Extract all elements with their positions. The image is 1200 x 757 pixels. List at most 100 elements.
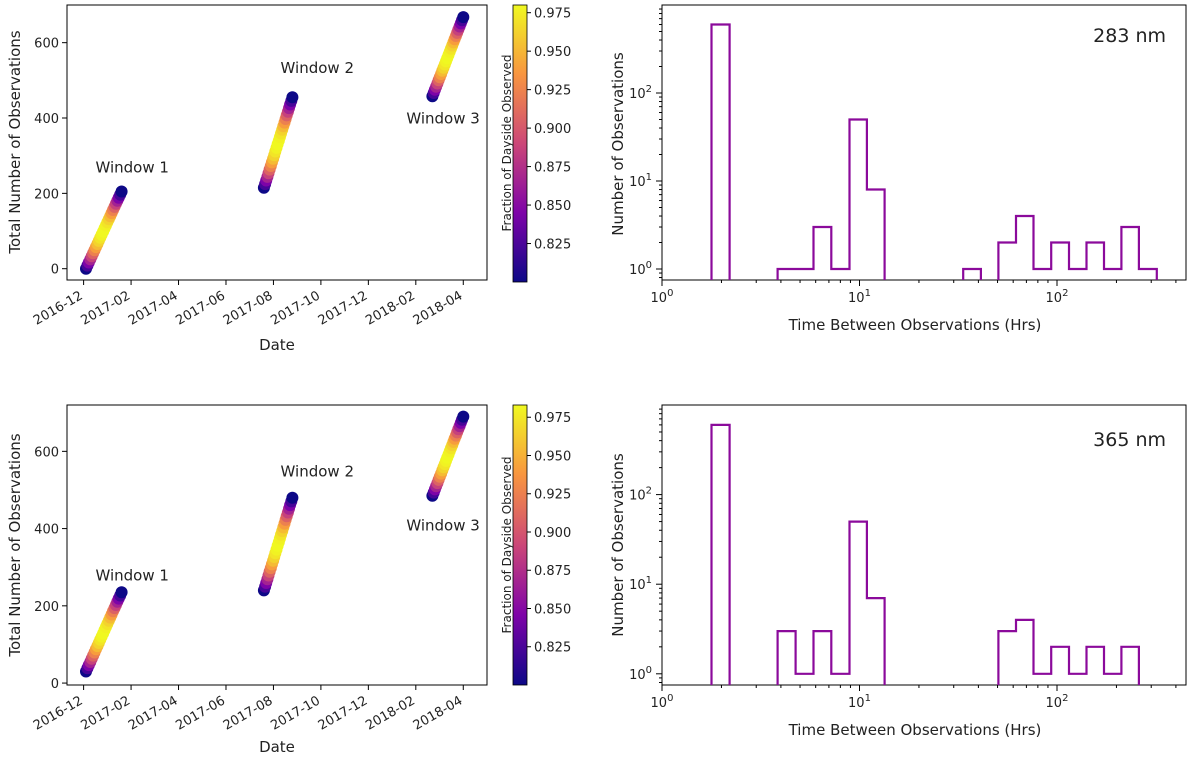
plot-frame: [661, 404, 1187, 686]
y-tick-label: 0: [51, 263, 59, 278]
colorbar-tick-label: 0.975: [534, 411, 571, 426]
x-tick-label: 2017-08: [221, 693, 276, 733]
x-tick-label: 100: [651, 288, 674, 306]
x-axis-label: Date: [259, 738, 295, 756]
colorbar-tick-label: 0.950: [534, 449, 571, 464]
x-tick-label: 2017-06: [173, 693, 228, 733]
x-axis-label: Time Between Observations (Hrs): [788, 316, 1042, 334]
y-tick-label: 101: [629, 575, 652, 593]
x-tick-label: 2017-10: [268, 693, 323, 733]
window-label: Window 3: [406, 517, 479, 535]
annotations: Window 1 Window 2 Window 3: [95, 462, 479, 584]
colorbar-ticks: 0.825 0.850 0.875 0.900 0.925 0.950 0.975: [527, 411, 571, 656]
y-axis-label: Total Number of Observations: [6, 433, 24, 657]
scatter-point: [457, 410, 470, 423]
x-tick-label: 100: [651, 693, 674, 711]
y-axis-label: Number of Observations: [609, 52, 627, 236]
scatter-panel-bottom: 2016-122017-022017-042017-062017-082017-…: [6, 404, 571, 756]
colorbar-tick-label: 0.825: [534, 641, 571, 656]
y-tick-label: 100: [629, 260, 652, 278]
colorbar-tick-label: 0.950: [534, 45, 571, 60]
x-axis-label: Time Between Observations (Hrs): [788, 721, 1042, 739]
x-tick-label: 2018-04: [411, 288, 466, 328]
colorbar-label: Fraction of Dayside Observed: [500, 457, 514, 634]
y-ticks: 0 200 400 600: [34, 37, 67, 278]
plot-frame: [66, 4, 488, 281]
y-axis-label: Total Number of Observations: [6, 30, 24, 254]
annotations: Window 1 Window 2 Window 3: [95, 59, 479, 177]
colorbar-tick-label: 0.875: [534, 564, 571, 579]
colorbar-tick-label: 0.825: [534, 238, 571, 253]
x-ticks: 100 101 102: [651, 685, 1177, 711]
scatter-panel-top: 2016-122017-022017-042017-062017-082017-…: [6, 4, 571, 354]
x-tick-label: 2017-04: [126, 288, 181, 328]
colorbar-tick-label: 0.925: [534, 84, 571, 99]
colorbar: [512, 404, 528, 686]
x-tick-label: 2017-08: [221, 288, 276, 328]
x-axis-label: Date: [259, 336, 295, 354]
colorbar-tick-label: 0.975: [534, 7, 571, 22]
histogram-panel-top: 100 101 102 100 101 102 283 nm Time Between …: [609, 4, 1187, 334]
x-ticks: 2016-122017-022017-042017-062017-082017-…: [31, 685, 465, 734]
histogram-step: [710, 23, 1158, 280]
x-tick-label: 2017-12: [316, 693, 371, 733]
window-label: Window 1: [95, 567, 168, 585]
window-label: Window 1: [95, 159, 168, 177]
histogram-panel-bottom: 100 101 102 100 101 102 365 nm Time Between …: [609, 404, 1187, 739]
y-tick-label: 0: [51, 677, 59, 692]
colorbar-tick-label: 0.900: [534, 526, 571, 541]
wavelength-label: 283 nm: [1093, 25, 1166, 47]
x-tick-label: 101: [848, 288, 871, 306]
y-tick-label: 101: [629, 172, 652, 190]
x-tick-label: 2016-12: [31, 288, 86, 328]
scatter-point: [115, 586, 128, 599]
x-tick-label: 102: [1046, 693, 1069, 711]
x-tick-label: 2017-06: [173, 288, 228, 328]
y-tick-label: 600: [34, 37, 59, 52]
x-tick-label: 2017-10: [268, 288, 323, 328]
y-tick-label: 100: [629, 665, 652, 683]
colorbar-tick-label: 0.850: [534, 602, 571, 617]
y-tick-label: 600: [34, 445, 59, 460]
window-label: Window 2: [281, 462, 354, 480]
scatter-points: [80, 11, 470, 275]
window-label: Window 3: [406, 110, 479, 128]
y-axis-label: Number of Observations: [609, 453, 627, 637]
x-tick-label: 2018-04: [411, 693, 466, 733]
x-ticks: 100 101 102: [651, 280, 1177, 306]
x-tick-label: 101: [848, 693, 871, 711]
colorbar-ticks: 0.825 0.850 0.875 0.900 0.925 0.950 0.975: [527, 7, 571, 253]
plot-frame: [66, 404, 488, 686]
x-tick-label: 2016-12: [31, 693, 86, 733]
y-ticks: 100 101 102: [629, 8, 662, 279]
scatter-point: [457, 11, 470, 24]
x-tick-label: 2018-02: [363, 288, 418, 328]
x-tick-label: 2017-02: [79, 288, 134, 328]
colorbar-tick-label: 0.900: [534, 122, 571, 137]
plot-frame: [661, 4, 1187, 281]
x-tick-label: 2017-02: [79, 693, 134, 733]
histogram-step: [710, 423, 1140, 685]
scatter-point: [286, 491, 299, 504]
x-tick-label: 2017-04: [126, 693, 181, 733]
colorbar-tick-label: 0.850: [534, 199, 571, 214]
colorbar-label: Fraction of Dayside Observed: [500, 55, 514, 232]
y-tick-label: 200: [34, 600, 59, 615]
y-tick-label: 102: [629, 486, 652, 504]
x-tick-label: 2017-12: [316, 288, 371, 328]
y-tick-label: 400: [34, 523, 59, 538]
y-ticks: 100 101 102: [629, 408, 662, 683]
y-tick-label: 400: [34, 112, 59, 127]
x-tick-label: 2018-02: [363, 693, 418, 733]
colorbar: [512, 4, 528, 283]
y-tick-label: 200: [34, 187, 59, 202]
scatter-point: [115, 185, 128, 198]
colorbar-tick-label: 0.925: [534, 488, 571, 503]
x-tick-label: 102: [1046, 288, 1069, 306]
colorbar-tick-label: 0.875: [534, 161, 571, 176]
scatter-points: [80, 410, 470, 678]
x-ticks: 2016-122017-022017-042017-062017-082017-…: [31, 280, 465, 329]
wavelength-label: 365 nm: [1093, 429, 1166, 451]
scatter-point: [286, 91, 299, 104]
